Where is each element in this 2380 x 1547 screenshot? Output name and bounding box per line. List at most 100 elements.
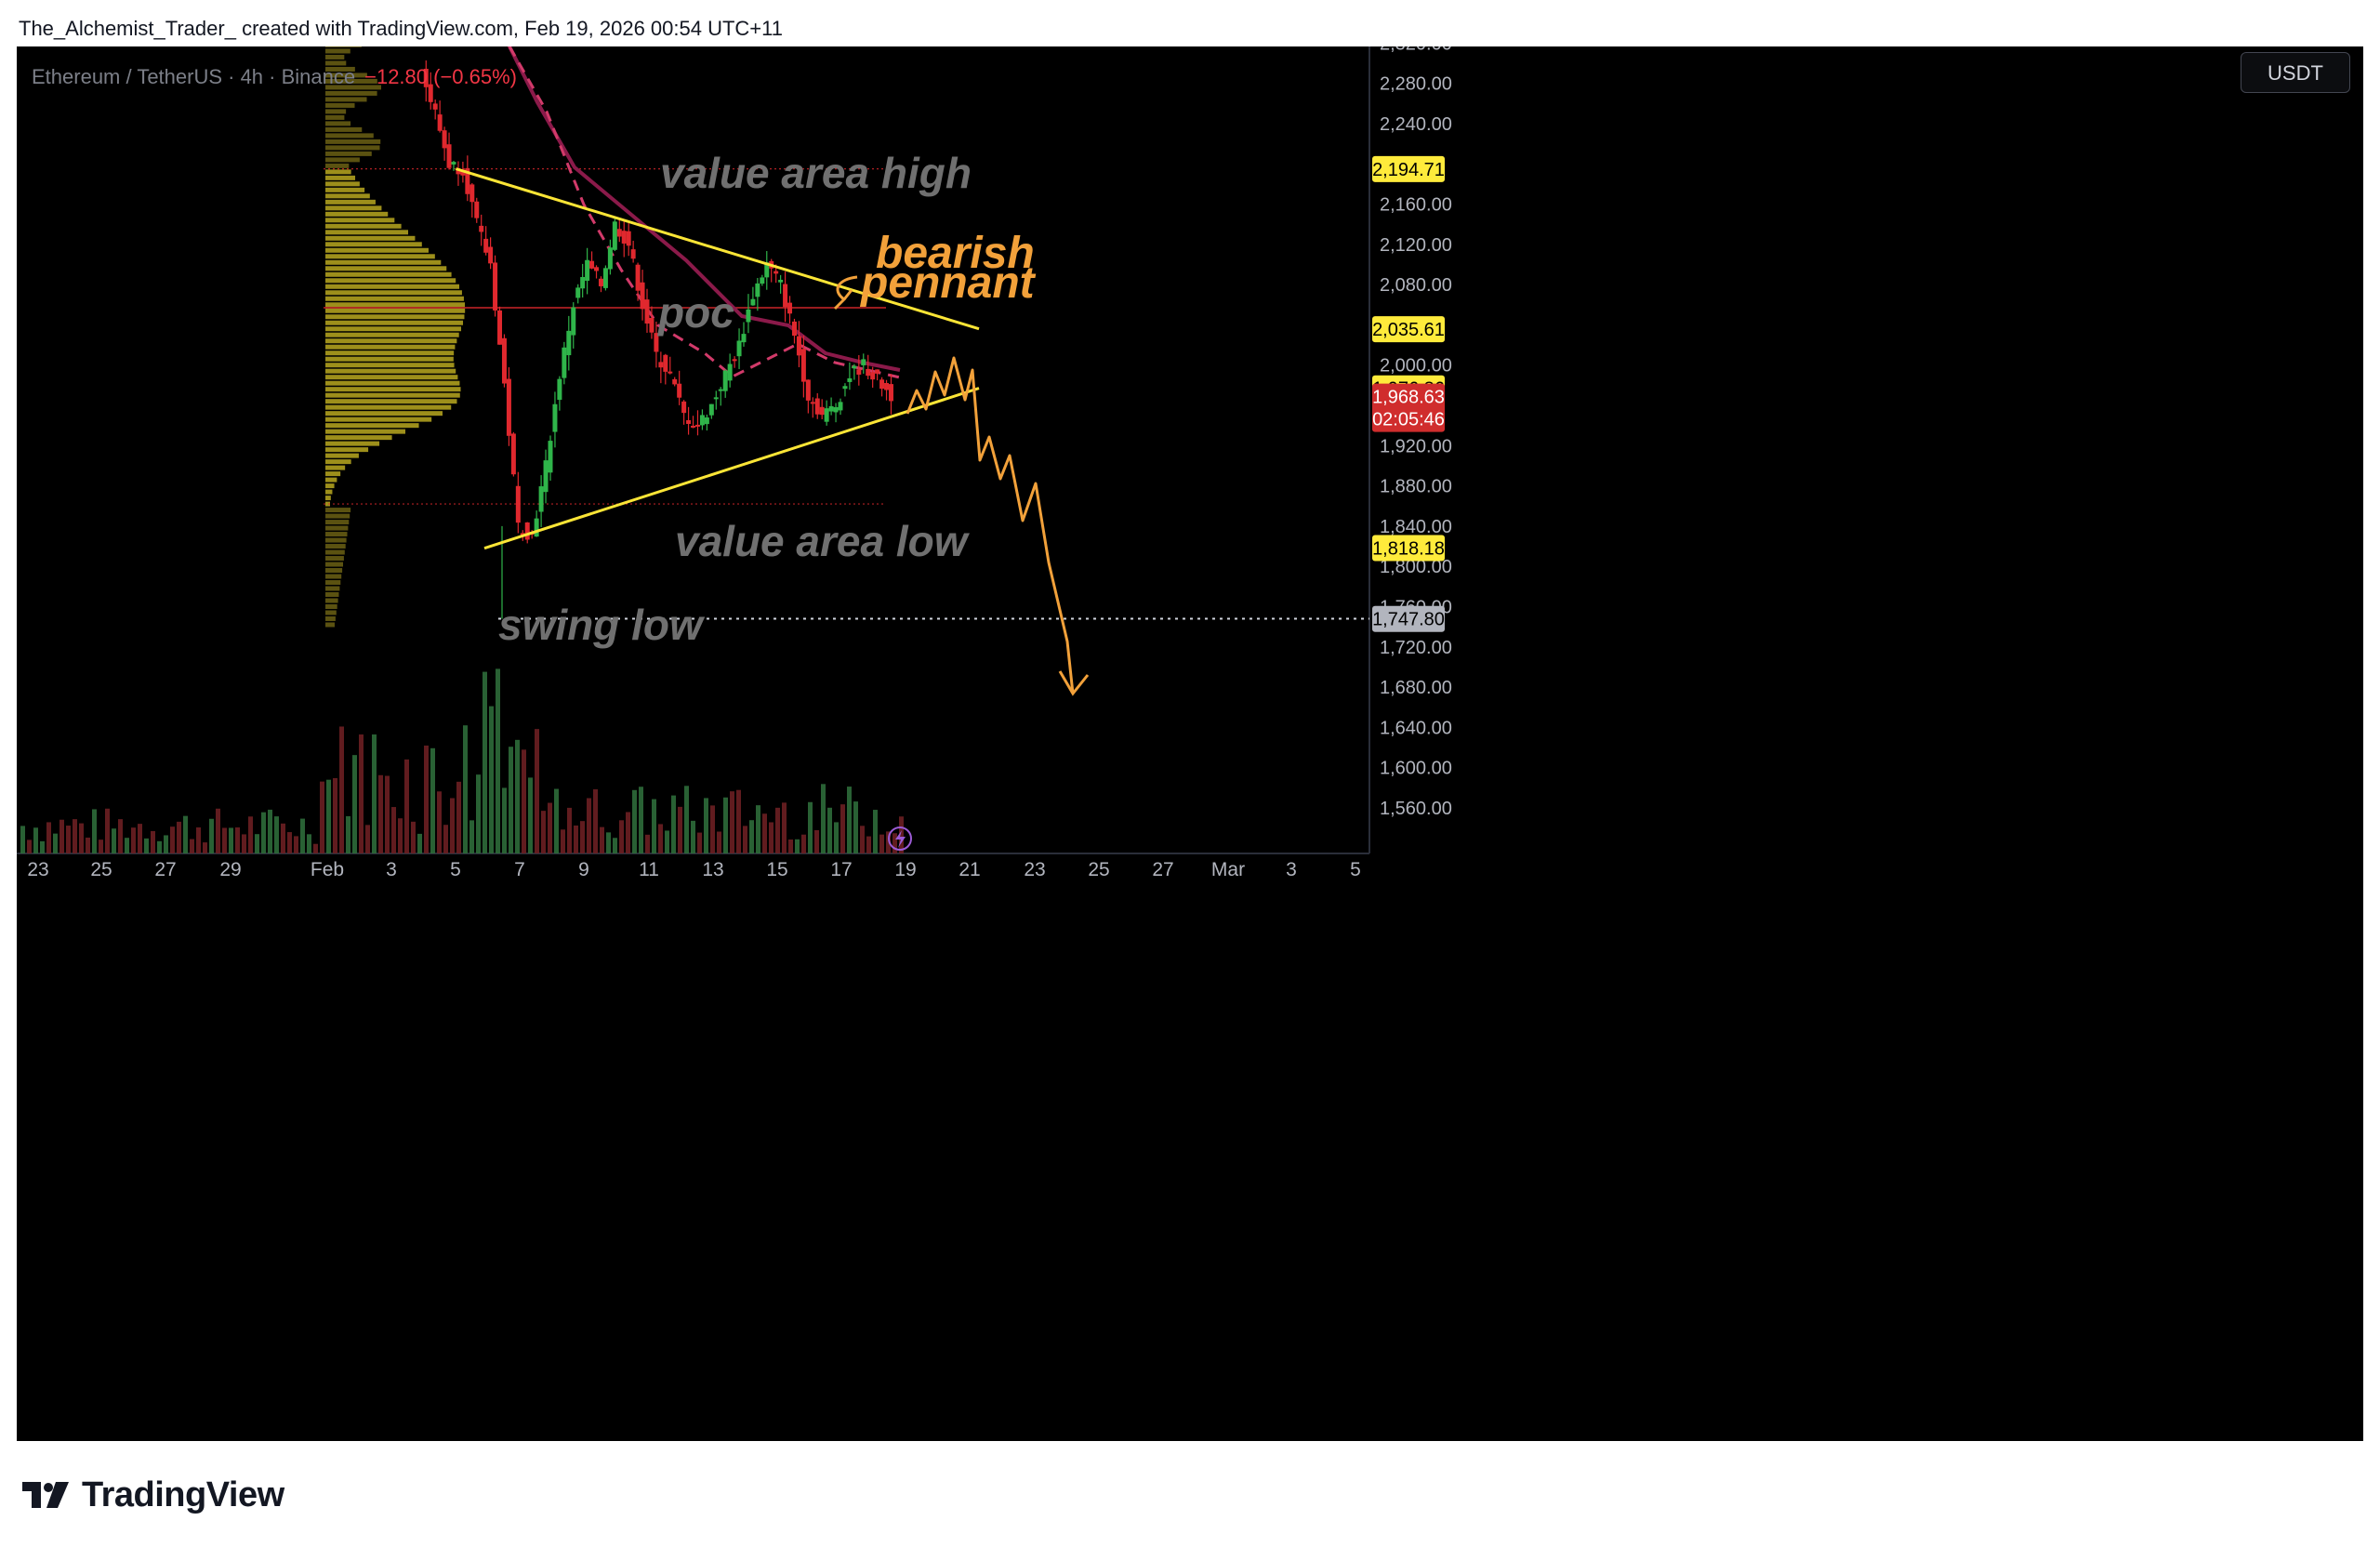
volume-profile-bar <box>325 78 377 84</box>
volume-bar <box>86 837 90 853</box>
volume-profile-bar <box>325 532 348 537</box>
candle-body <box>585 259 590 281</box>
tradingview-logo[interactable]: TradingView <box>20 1474 284 1515</box>
candle-body <box>694 424 700 427</box>
x-tick-label: 29 <box>219 859 241 880</box>
volume-bar <box>509 747 513 853</box>
candle-body <box>833 406 839 413</box>
volume-bar <box>151 830 155 853</box>
candle-body <box>852 365 857 369</box>
volume-profile-bar <box>325 157 360 163</box>
candle-body <box>571 307 576 336</box>
candle-body <box>552 403 558 432</box>
volume-bar <box>658 824 663 853</box>
volume-bar <box>235 826 240 853</box>
candle-body <box>428 84 433 102</box>
volume-profile-bar <box>325 416 432 422</box>
volume-bar <box>131 827 136 853</box>
volume-profile-bar <box>325 441 380 446</box>
volume-profile-bar <box>325 489 333 495</box>
price-label: 2,194.71 <box>1372 160 1445 180</box>
volume-bar <box>307 834 311 853</box>
volume-bar <box>352 755 357 853</box>
candle-body <box>437 114 443 131</box>
volume-profile-bar <box>325 145 380 151</box>
volume-bar <box>268 809 272 853</box>
chart-frame[interactable]: value area high poc value area low swing lo… <box>17 46 2363 1441</box>
x-tick-label: 17 <box>830 859 852 880</box>
volume-profile-bar <box>325 465 346 470</box>
volume-bar <box>125 838 129 853</box>
volume-bar <box>684 786 689 853</box>
volume-bar <box>775 807 780 853</box>
volume-profile-bar <box>325 102 355 108</box>
volume-bar <box>496 668 500 853</box>
volume-profile-bar <box>325 230 409 235</box>
candle-body <box>465 167 470 194</box>
volume-bar <box>795 839 800 853</box>
volume-bar <box>294 836 298 853</box>
candle-body <box>469 184 475 203</box>
chart-canvas[interactable]: value area high poc value area low swing lo… <box>17 46 2363 1441</box>
volume-bar <box>853 801 858 853</box>
volume-bar <box>899 816 904 853</box>
y-tick-label: 2,160.00 <box>1380 195 1452 216</box>
candle-body <box>870 372 876 380</box>
candle-body <box>800 349 806 382</box>
volume-profile-bar <box>325 296 464 301</box>
y-tick-label: 2,080.00 <box>1380 275 1452 296</box>
volume-profile-bar <box>325 211 389 217</box>
volume-profile-bar <box>325 247 429 253</box>
candle-body <box>510 433 516 475</box>
volume-profile-bar <box>325 544 346 549</box>
volume-bar <box>300 818 305 853</box>
candle-body <box>824 408 829 422</box>
volume-bar <box>229 827 233 853</box>
volume-bar <box>808 801 813 853</box>
volume-profile-bar <box>325 332 459 337</box>
volume-bar <box>860 826 865 853</box>
candle-body <box>722 370 728 391</box>
price-label: 1,968.63 <box>1372 388 1445 408</box>
volume-bar <box>261 812 266 853</box>
candle-body <box>888 384 893 402</box>
candle-body <box>741 334 747 343</box>
volume-profile-bar <box>325 598 338 603</box>
volume-profile-bar <box>325 218 395 223</box>
volume-profile-bar <box>325 54 345 60</box>
candle-body <box>796 336 801 356</box>
volume-profile-bar <box>325 338 457 344</box>
currency-button[interactable]: USDT <box>2241 52 2350 93</box>
candle-body <box>884 382 890 390</box>
candle-body <box>810 402 815 404</box>
volume-bar <box>892 833 897 853</box>
annotation-text: value area high poc value area low swing lo… <box>498 149 1037 649</box>
volume-bar <box>112 828 116 853</box>
curl-arrow <box>833 275 858 311</box>
volume-profile-bar <box>325 423 419 429</box>
volume-bar <box>424 745 429 853</box>
volume-bar <box>20 826 25 853</box>
y-tick-label: 1,680.00 <box>1380 678 1452 698</box>
volume-profile-bar <box>325 73 367 78</box>
candle-body <box>524 522 530 540</box>
volume-profile-bar <box>325 453 359 458</box>
candle-body <box>534 518 539 537</box>
candle-body <box>635 264 641 291</box>
volume-bar <box>365 825 370 853</box>
y-tick-label: 1,880.00 <box>1380 477 1452 497</box>
volume-profile-bar <box>325 126 363 132</box>
candle-body <box>621 231 627 244</box>
volume-bar <box>287 832 292 853</box>
candle-body <box>787 302 793 314</box>
volume-bar <box>242 834 246 853</box>
volume-bar <box>821 784 826 853</box>
volume-bar <box>73 819 77 853</box>
volume-profile-bar <box>325 404 452 410</box>
candle-body <box>663 354 668 372</box>
volume-bar <box>40 840 45 853</box>
candle-body <box>493 262 498 311</box>
volume-bar <box>645 834 650 853</box>
volume-bar <box>326 779 331 853</box>
volume-profile-bar <box>325 380 460 386</box>
